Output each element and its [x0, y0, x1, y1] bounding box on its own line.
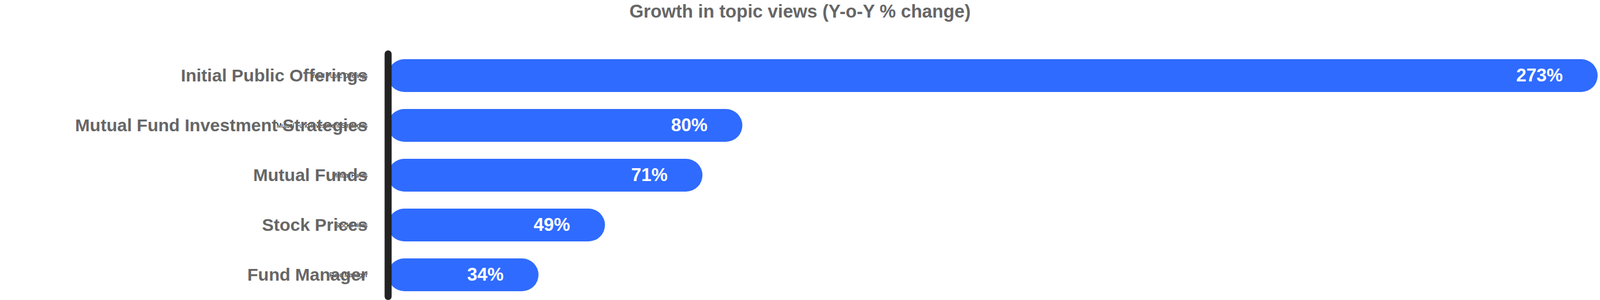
- svg-text:80%: 80%: [671, 114, 708, 136]
- svg-text:49%: 49%: [533, 214, 571, 236]
- svg-text:Stock Prices: Stock Prices: [261, 215, 368, 235]
- svg-text:Fund Manager: Fund Manager: [247, 265, 368, 285]
- svg-text:34%: 34%: [467, 264, 504, 286]
- html-text:Growth in topic views (Y-o-Y %: Growth in topic views (Y-o-Y % change): [629, 1, 971, 22]
- svg-text:Initial Public Offerings: Initial Public Offerings: [180, 65, 368, 86]
- svg-text:273%: 273%: [1516, 65, 1563, 86]
- svg-text:Mutual Funds: Mutual Funds: [253, 165, 368, 185]
- svg-text:Mutual Fund Investment Strateg: Mutual Fund Investment Strategies: [75, 115, 368, 135]
- svg-text:71%: 71%: [631, 164, 668, 186]
